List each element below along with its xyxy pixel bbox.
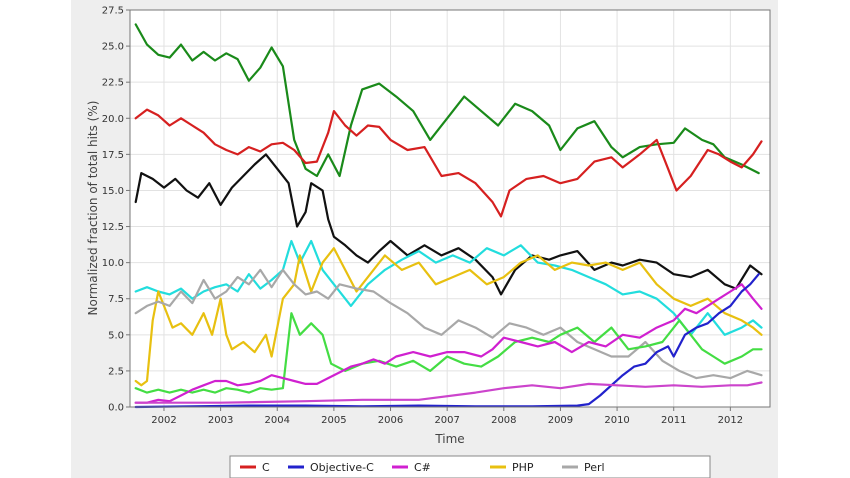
legend: C Objective-C C# PHP Perl [240, 461, 605, 474]
y-tick-label: 15.0 [102, 186, 124, 197]
x-tick-label: 2002 [151, 415, 176, 426]
x-tick-label: 2003 [208, 415, 233, 426]
series-line-php [134, 247, 763, 387]
y-tick-label: 7.5 [108, 294, 124, 305]
series-line-green [134, 23, 760, 178]
series-line-cyan [134, 239, 763, 336]
x-axis: 2002 2003 2004 2005 2006 2007 2008 2009 2010 2011… [151, 407, 743, 426]
legend-label: Perl [584, 461, 605, 474]
y-tick-label: 20.0 [102, 114, 124, 125]
series-line-c- [134, 283, 763, 404]
y-tick-label: 0.0 [108, 403, 124, 414]
y-tick-label: 5.0 [108, 330, 124, 341]
series-line-black [134, 153, 763, 296]
x-tick-label: 2007 [434, 415, 459, 426]
x-tick-label: 2010 [604, 415, 629, 426]
x-axis-title: Time [434, 432, 464, 446]
legend-label: C [262, 461, 270, 474]
legend-label: C# [414, 461, 431, 474]
y-tick-label: 27.5 [102, 6, 124, 17]
x-tick-label: 2005 [321, 415, 346, 426]
y-axis: 0.0 2.5 5.0 7.5 10.0 12.5 15.0 17.5 20.0 22.5 25.0… [102, 6, 130, 414]
legend-box [229, 455, 711, 478]
series-line-perl [134, 268, 763, 380]
legend-label: PHP [512, 461, 534, 474]
series-lines [134, 23, 763, 409]
x-tick-label: 2011 [661, 415, 686, 426]
x-tick-label: 2012 [718, 415, 743, 426]
series-line-violet-low [134, 381, 763, 404]
y-tick-label: 25.0 [102, 42, 124, 53]
y-tick-label: 2.5 [108, 366, 124, 377]
y-tick-label: 17.5 [102, 150, 124, 161]
x-tick-label: 2006 [378, 415, 403, 426]
y-tick-label: 12.5 [102, 222, 124, 233]
plot-border [129, 9, 771, 408]
series-line-c [134, 108, 763, 218]
x-tick-label: 2004 [265, 415, 290, 426]
x-tick-label: 2008 [491, 415, 516, 426]
series-line-objective-c [134, 273, 760, 409]
y-axis-title: Normalized fraction of total hits (%) [86, 101, 100, 316]
series-line-lime [134, 312, 763, 394]
x-tick-label: 2009 [548, 415, 573, 426]
y-tick-label: 22.5 [102, 78, 124, 89]
y-tick-label: 10.0 [102, 258, 124, 269]
legend-label: Objective-C [310, 461, 374, 474]
